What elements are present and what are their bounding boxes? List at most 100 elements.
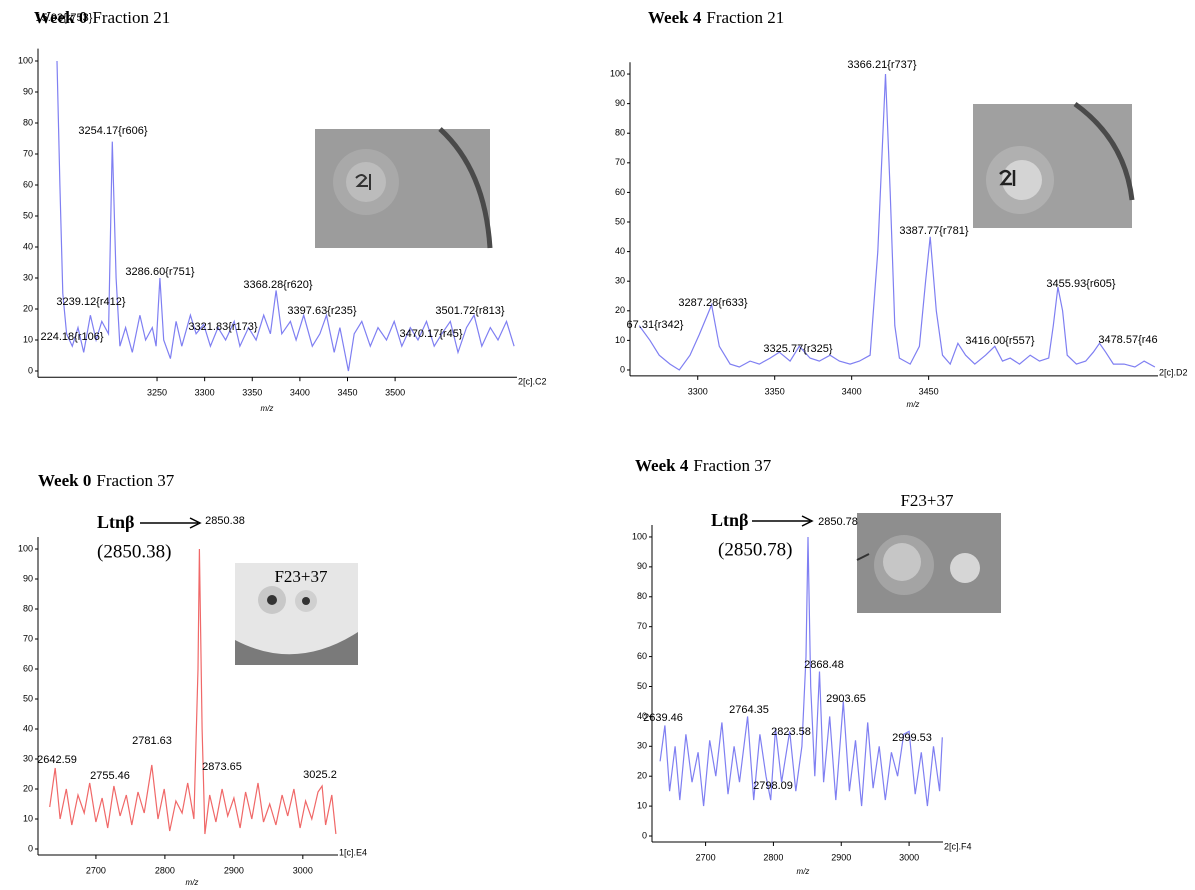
- y-tick-label: 50: [23, 210, 33, 220]
- y-tick-label: 100: [610, 68, 625, 78]
- peak-label: 2755.46: [90, 770, 130, 782]
- x-tick-label: 3400: [290, 388, 310, 398]
- y-tick-label: 50: [615, 216, 625, 226]
- corner-label: 2[c].F4: [944, 841, 972, 851]
- peak-label: 2868.48: [804, 659, 844, 671]
- peak-label: 2798.09: [753, 780, 793, 792]
- title-rest: Fraction 21: [706, 8, 784, 27]
- x-tick-label: 2800: [763, 852, 783, 862]
- corner-label: 2[c].C2: [518, 376, 547, 386]
- figure: Week 0Fraction 2101020304050607080901003…: [0, 0, 1195, 890]
- corner-label: 1[c].E4: [339, 847, 367, 857]
- inset-photo: [857, 513, 1001, 613]
- x-tick-label: 3000: [899, 852, 919, 862]
- y-tick-label: 90: [23, 86, 33, 96]
- peak-label: 3239.12{r412}: [56, 296, 125, 308]
- peak-label: 3025.2: [303, 769, 337, 781]
- x-tick-label: 3500: [385, 388, 405, 398]
- x-tick-label: 3450: [919, 386, 939, 396]
- panel-title: Week 4Fraction 21: [648, 8, 784, 27]
- y-tick-label: 40: [23, 723, 33, 733]
- peak-label: 2823.58: [771, 726, 811, 738]
- x-axis-label: m/z: [261, 404, 274, 413]
- annotation: Ltnβ: [711, 510, 749, 530]
- y-tick-label: 80: [615, 128, 625, 138]
- title-rest: Fraction 37: [693, 456, 771, 475]
- peak-label: 3254.17{r606}: [78, 125, 147, 137]
- title-bold: Week 0: [38, 471, 91, 490]
- y-tick-label: 20: [23, 303, 33, 313]
- peak-label: 3501.72{r813}: [435, 305, 504, 317]
- peak-label: 3368.28{r620}: [243, 279, 312, 291]
- title-bold: Week 4: [648, 8, 702, 27]
- x-tick-label: 3350: [242, 388, 262, 398]
- x-axis-label: m/z: [797, 867, 810, 876]
- y-tick-label: 70: [23, 148, 33, 158]
- x-tick-label: 3300: [195, 388, 215, 398]
- y-tick-label: 30: [23, 272, 33, 282]
- y-tick-label: 80: [637, 591, 647, 601]
- x-tick-label: 3300: [688, 386, 708, 396]
- peak-label: 67.31{r342}: [627, 319, 684, 331]
- x-tick-label: 2900: [831, 852, 851, 862]
- y-tick-label: 20: [23, 783, 33, 793]
- peak-label: 2850.78: [818, 516, 858, 528]
- y-tick-label: 10: [615, 335, 625, 345]
- y-tick-label: 10: [637, 800, 647, 810]
- peak-label: 2639.46: [643, 712, 683, 724]
- y-tick-label: 100: [18, 55, 33, 65]
- y-tick-label: 10: [23, 334, 33, 344]
- peak-label: 2850.38: [205, 515, 245, 527]
- peak-label: 2764.35: [729, 704, 769, 716]
- y-tick-label: 90: [637, 561, 647, 571]
- y-tick-label: 80: [23, 117, 33, 127]
- title-rest: Fraction 37: [96, 471, 174, 490]
- peak-label: 2903.65: [826, 693, 866, 705]
- peak-label: 3325.77{r325}: [763, 343, 832, 355]
- x-tick-label: 3450: [337, 388, 357, 398]
- y-tick-label: 0: [620, 364, 625, 374]
- y-tick-label: 100: [18, 543, 33, 553]
- y-tick-label: 70: [23, 633, 33, 643]
- x-tick-label: 2700: [696, 852, 716, 862]
- peak-label: 3455.93{r605}: [1046, 278, 1115, 290]
- x-tick-label: 3400: [842, 386, 862, 396]
- y-tick-label: 0: [28, 365, 33, 375]
- peak-label: 2999.53: [892, 732, 932, 744]
- peak-label: 3470.17{r45}: [399, 328, 462, 340]
- peak-label: 15.93{r753}: [36, 12, 93, 24]
- title-rest: Fraction 21: [92, 8, 170, 27]
- peak-label: 3478.57{r46: [1098, 334, 1157, 346]
- annotation: (2850.38): [97, 541, 171, 562]
- annotation: F23+37: [274, 567, 328, 586]
- y-tick-label: 100: [632, 531, 647, 541]
- y-tick-label: 20: [615, 305, 625, 315]
- peak-label: 3287.28{r633}: [678, 297, 747, 309]
- y-tick-label: 50: [637, 681, 647, 691]
- peak-label: 3416.00{r557}: [965, 335, 1034, 347]
- peak-label: 3397.63{r235}: [287, 305, 356, 317]
- corner-label: 2[c].D2: [1159, 367, 1188, 377]
- y-tick-label: 90: [23, 573, 33, 583]
- annotation: (2850.78): [718, 539, 792, 560]
- peak-label: 3321.83{r173}: [188, 321, 257, 333]
- y-tick-label: 30: [637, 741, 647, 751]
- y-tick-label: 0: [642, 830, 647, 840]
- peak-label: 224.18{r106}: [40, 331, 103, 343]
- x-tick-label: 2900: [224, 865, 244, 875]
- y-tick-label: 30: [23, 753, 33, 763]
- annotation: Ltnβ: [97, 512, 135, 532]
- title-bold: Week 4: [635, 456, 689, 475]
- y-tick-label: 50: [23, 693, 33, 703]
- peak-label: 3366.21{r737}: [847, 59, 916, 71]
- x-tick-label: 3250: [147, 388, 167, 398]
- x-tick-label: 3000: [293, 865, 313, 875]
- y-tick-label: 20: [637, 771, 647, 781]
- peak-label: 3387.77{r781}: [899, 225, 968, 237]
- y-tick-label: 90: [615, 98, 625, 108]
- peak-label: 2873.65: [202, 761, 242, 773]
- x-tick-label: 2800: [155, 865, 175, 875]
- y-tick-label: 70: [637, 621, 647, 631]
